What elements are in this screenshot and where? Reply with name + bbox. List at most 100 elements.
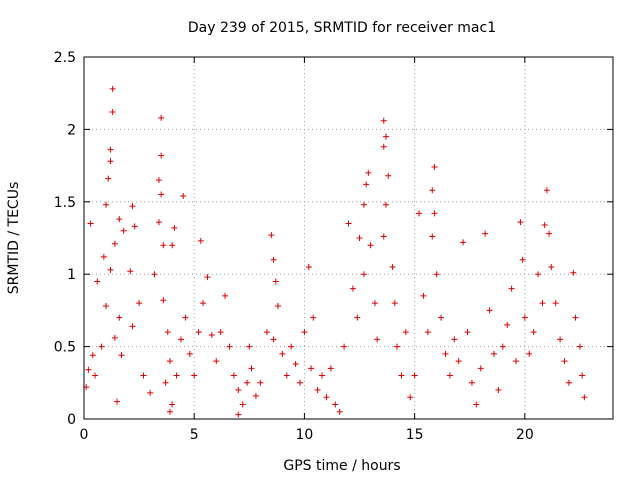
data-point — [100, 253, 107, 260]
axis-ticks: 0 5 10 15 20 0 0.5 1 1.5 2 2.5 — [54, 50, 613, 443]
data-point — [367, 242, 374, 249]
x-tick-label: 0 — [80, 427, 89, 443]
data-point — [92, 372, 99, 379]
data-point — [565, 379, 572, 386]
data-point — [109, 109, 116, 116]
data-point — [327, 365, 334, 372]
data-point — [319, 372, 326, 379]
data-point — [385, 172, 392, 179]
data-point — [460, 239, 467, 246]
data-point — [197, 237, 204, 244]
data-point — [429, 233, 436, 240]
data-point — [431, 164, 438, 171]
data-point — [477, 365, 484, 372]
data-point — [195, 329, 202, 336]
data-point — [433, 271, 440, 278]
data-point — [521, 314, 528, 321]
data-point — [420, 292, 427, 299]
data-point — [323, 394, 330, 401]
data-point — [548, 263, 555, 270]
data-point — [297, 379, 304, 386]
data-point — [111, 334, 118, 341]
data-point — [513, 358, 520, 365]
data-point — [169, 401, 176, 408]
data-point — [530, 329, 537, 336]
data-point — [402, 329, 409, 336]
data-point — [541, 221, 548, 228]
data-point — [173, 372, 180, 379]
data-point — [389, 263, 396, 270]
data-point — [374, 336, 381, 343]
data-point — [371, 300, 378, 307]
data-point — [380, 233, 387, 240]
data-point — [546, 230, 553, 237]
data-point — [308, 365, 315, 372]
data-point — [581, 394, 588, 401]
data-point — [103, 201, 110, 208]
data-point — [177, 336, 184, 343]
data-point — [557, 336, 564, 343]
data-point — [274, 303, 281, 310]
data-point — [380, 117, 387, 124]
data-point — [155, 219, 162, 226]
data-point — [393, 343, 400, 350]
data-point — [539, 300, 546, 307]
data-point — [391, 300, 398, 307]
data-point — [239, 401, 246, 408]
data-point — [129, 323, 136, 330]
y-tick-label: 0.5 — [54, 340, 76, 356]
data-points — [83, 85, 588, 418]
data-point — [217, 329, 224, 336]
data-point — [543, 187, 550, 194]
data-point — [118, 352, 125, 359]
data-point — [517, 219, 524, 226]
x-tick-label: 15 — [406, 427, 424, 443]
data-point — [499, 343, 506, 350]
data-point — [171, 224, 178, 231]
data-point — [314, 387, 321, 394]
data-point — [114, 398, 121, 405]
data-point — [200, 300, 207, 307]
data-point — [213, 358, 220, 365]
data-point — [151, 271, 158, 278]
data-point — [116, 216, 123, 223]
data-point — [180, 193, 187, 200]
data-point — [288, 343, 295, 350]
data-point — [579, 372, 586, 379]
data-point — [120, 227, 127, 234]
data-point — [166, 408, 173, 415]
data-point — [398, 372, 405, 379]
data-point — [382, 133, 389, 140]
data-point — [85, 366, 92, 373]
data-point — [519, 256, 526, 263]
data-point — [504, 321, 511, 328]
data-point — [570, 269, 577, 276]
data-point — [89, 352, 96, 359]
data-point — [191, 372, 198, 379]
data-point — [272, 278, 279, 285]
x-tick-label: 5 — [190, 427, 199, 443]
data-point — [111, 240, 118, 247]
data-point — [446, 372, 453, 379]
y-tick-label: 2.5 — [54, 50, 76, 66]
data-point — [105, 175, 112, 182]
y-tick-label: 1 — [67, 267, 76, 283]
data-point — [356, 235, 363, 241]
data-point — [490, 350, 497, 357]
data-point — [263, 329, 270, 336]
data-point — [561, 358, 568, 365]
data-point — [572, 314, 579, 321]
data-point — [222, 292, 229, 299]
data-point — [155, 177, 162, 184]
data-point — [407, 394, 414, 401]
data-point — [230, 372, 237, 379]
data-point — [158, 191, 165, 198]
data-point — [257, 379, 264, 386]
data-point — [160, 242, 167, 249]
data-point — [424, 329, 431, 336]
data-point — [158, 114, 165, 121]
data-point — [109, 85, 116, 92]
y-axis-label: SRMTID / TECUs — [6, 182, 22, 295]
data-point — [363, 181, 370, 188]
data-point — [473, 401, 480, 408]
